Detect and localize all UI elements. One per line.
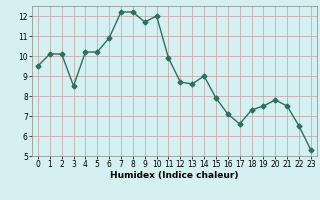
X-axis label: Humidex (Indice chaleur): Humidex (Indice chaleur)	[110, 171, 239, 180]
